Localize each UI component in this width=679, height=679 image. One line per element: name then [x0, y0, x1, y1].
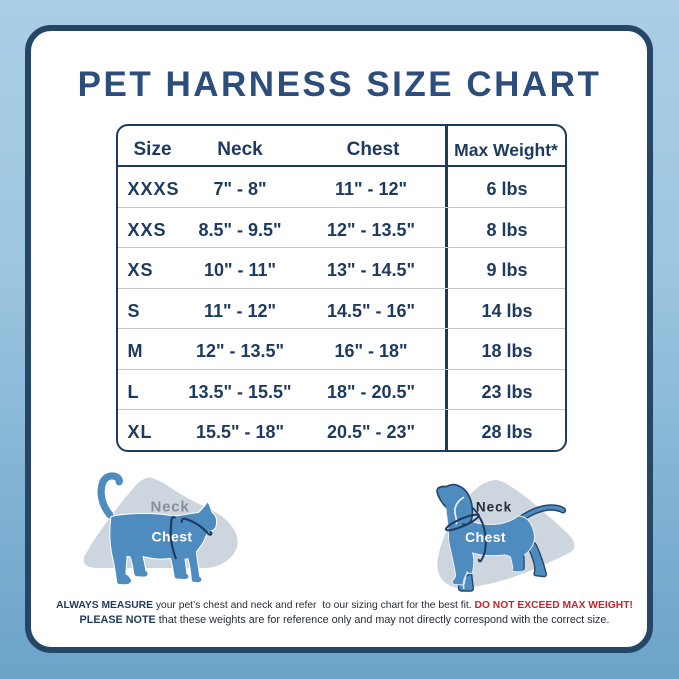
svg-text:Neck: Neck — [150, 499, 189, 516]
svg-text:Chest: Chest — [465, 529, 506, 545]
svg-text:Neck: Neck — [476, 500, 512, 515]
svg-text:Chest: Chest — [152, 529, 193, 545]
